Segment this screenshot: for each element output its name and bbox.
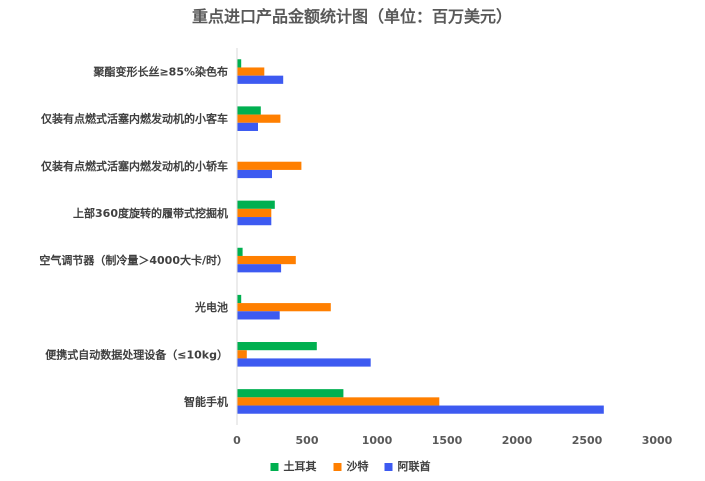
bar-土耳其-6 bbox=[237, 342, 317, 351]
category-label-0: 聚酯变形长丝≥85%染色布 bbox=[92, 65, 228, 79]
legend-swatch-1 bbox=[333, 463, 342, 471]
bars-group bbox=[237, 59, 604, 414]
x-tick-label-2: 1000 bbox=[362, 434, 393, 447]
legend-swatch-2 bbox=[384, 463, 393, 471]
bar-土耳其-7 bbox=[237, 389, 344, 398]
bar-沙特-2 bbox=[237, 161, 302, 170]
x-tick-label-0: 0 bbox=[233, 434, 241, 447]
bar-土耳其-1 bbox=[237, 106, 261, 115]
x-tick-label-6: 3000 bbox=[642, 434, 673, 447]
bar-沙特-3 bbox=[237, 208, 272, 218]
bar-沙特-5 bbox=[237, 303, 331, 312]
bar-沙特-0 bbox=[237, 67, 265, 76]
x-tick-label-1: 500 bbox=[296, 434, 319, 447]
bar-阿联酋-2 bbox=[237, 169, 272, 179]
bar-阿联酋-6 bbox=[237, 358, 371, 367]
legend-label-2: 阿联酋 bbox=[398, 459, 431, 473]
legend-label-1: 沙特 bbox=[347, 459, 369, 473]
bar-阿联酋-0 bbox=[237, 75, 284, 84]
legend: 土耳其 沙特 阿联酋 bbox=[270, 459, 431, 473]
category-label-2: 仅装有点燃式活塞内燃发动机的小轿车 bbox=[40, 159, 228, 173]
bar-沙特-1 bbox=[237, 114, 281, 123]
category-label-1: 仅装有点燃式活塞内燃发动机的小客车 bbox=[40, 112, 228, 126]
bar-土耳其-4 bbox=[237, 247, 243, 256]
legend-swatch-0 bbox=[270, 463, 279, 471]
bar-阿联酋-1 bbox=[237, 122, 258, 131]
x-tick-label-4: 2000 bbox=[502, 434, 533, 447]
category-label-5: 光电池 bbox=[194, 300, 228, 314]
category-label-7: 智能手机 bbox=[184, 394, 228, 408]
chart-title: 重点进口产品金额统计图（单位：百万美元） bbox=[192, 7, 512, 26]
axis-group: 0 500 1000 1500 2000 2500 3000 bbox=[233, 48, 673, 447]
bar-阿联酋-3 bbox=[237, 217, 272, 226]
bar-土耳其-5 bbox=[237, 294, 242, 304]
bar-土耳其-0 bbox=[237, 59, 242, 68]
bar-阿联酋-5 bbox=[237, 311, 280, 320]
bar-沙特-4 bbox=[237, 255, 296, 265]
x-tick-label-5: 2500 bbox=[572, 434, 603, 447]
bar-阿联酋-4 bbox=[237, 264, 282, 273]
bar-土耳其-3 bbox=[237, 200, 275, 209]
category-label-4: 空气调节器（制冷量＞4000大卡/时） bbox=[39, 253, 228, 267]
category-label-3: 上部360度旋转的履带式挖掘机 bbox=[73, 206, 228, 220]
legend-label-0: 土耳其 bbox=[284, 459, 317, 473]
bar-沙特-6 bbox=[237, 350, 247, 359]
bar-沙特-7 bbox=[237, 397, 440, 406]
category-labels: 聚酯变形长丝≥85%染色布仅装有点燃式活塞内燃发动机的小客车仅装有点燃式活塞内燃… bbox=[39, 65, 228, 409]
x-tick-label-3: 1500 bbox=[432, 434, 463, 447]
bar-阿联酋-7 bbox=[237, 405, 604, 414]
category-label-6: 便携式自动数据处理设备（≤10kg） bbox=[45, 347, 228, 361]
